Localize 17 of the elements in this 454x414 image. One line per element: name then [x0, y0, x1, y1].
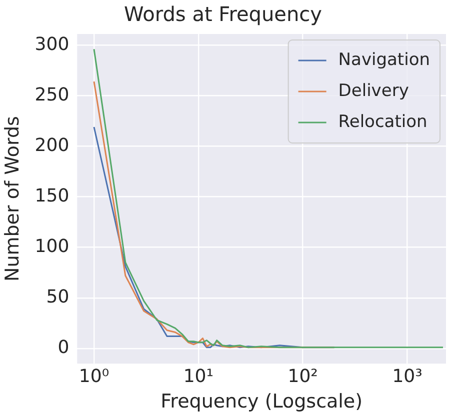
- x-tick-label: 10⁰: [78, 366, 110, 388]
- y-tick-label: 200: [34, 134, 70, 156]
- x-tick-label: 10³: [392, 366, 422, 388]
- chart-title: Words at Frequency: [124, 2, 322, 26]
- y-tick-label: 300: [34, 34, 70, 55]
- y-tick-label: 150: [34, 185, 70, 206]
- y-tick-label: 250: [34, 84, 70, 106]
- y-tick-label: 100: [34, 236, 70, 257]
- y-tick-label: 0: [58, 337, 70, 358]
- x-tick-label: 10²: [288, 366, 318, 388]
- x-axis-title: Frequency (Logscale): [160, 390, 363, 413]
- legend-label: Navigation: [338, 50, 430, 70]
- y-axis-title: Number of Words: [1, 116, 24, 282]
- y-tick-label: 50: [46, 286, 70, 308]
- legend-label: Delivery: [338, 80, 409, 101]
- x-tick-label: 10¹: [183, 366, 214, 388]
- legend-label: Relocation: [338, 112, 428, 132]
